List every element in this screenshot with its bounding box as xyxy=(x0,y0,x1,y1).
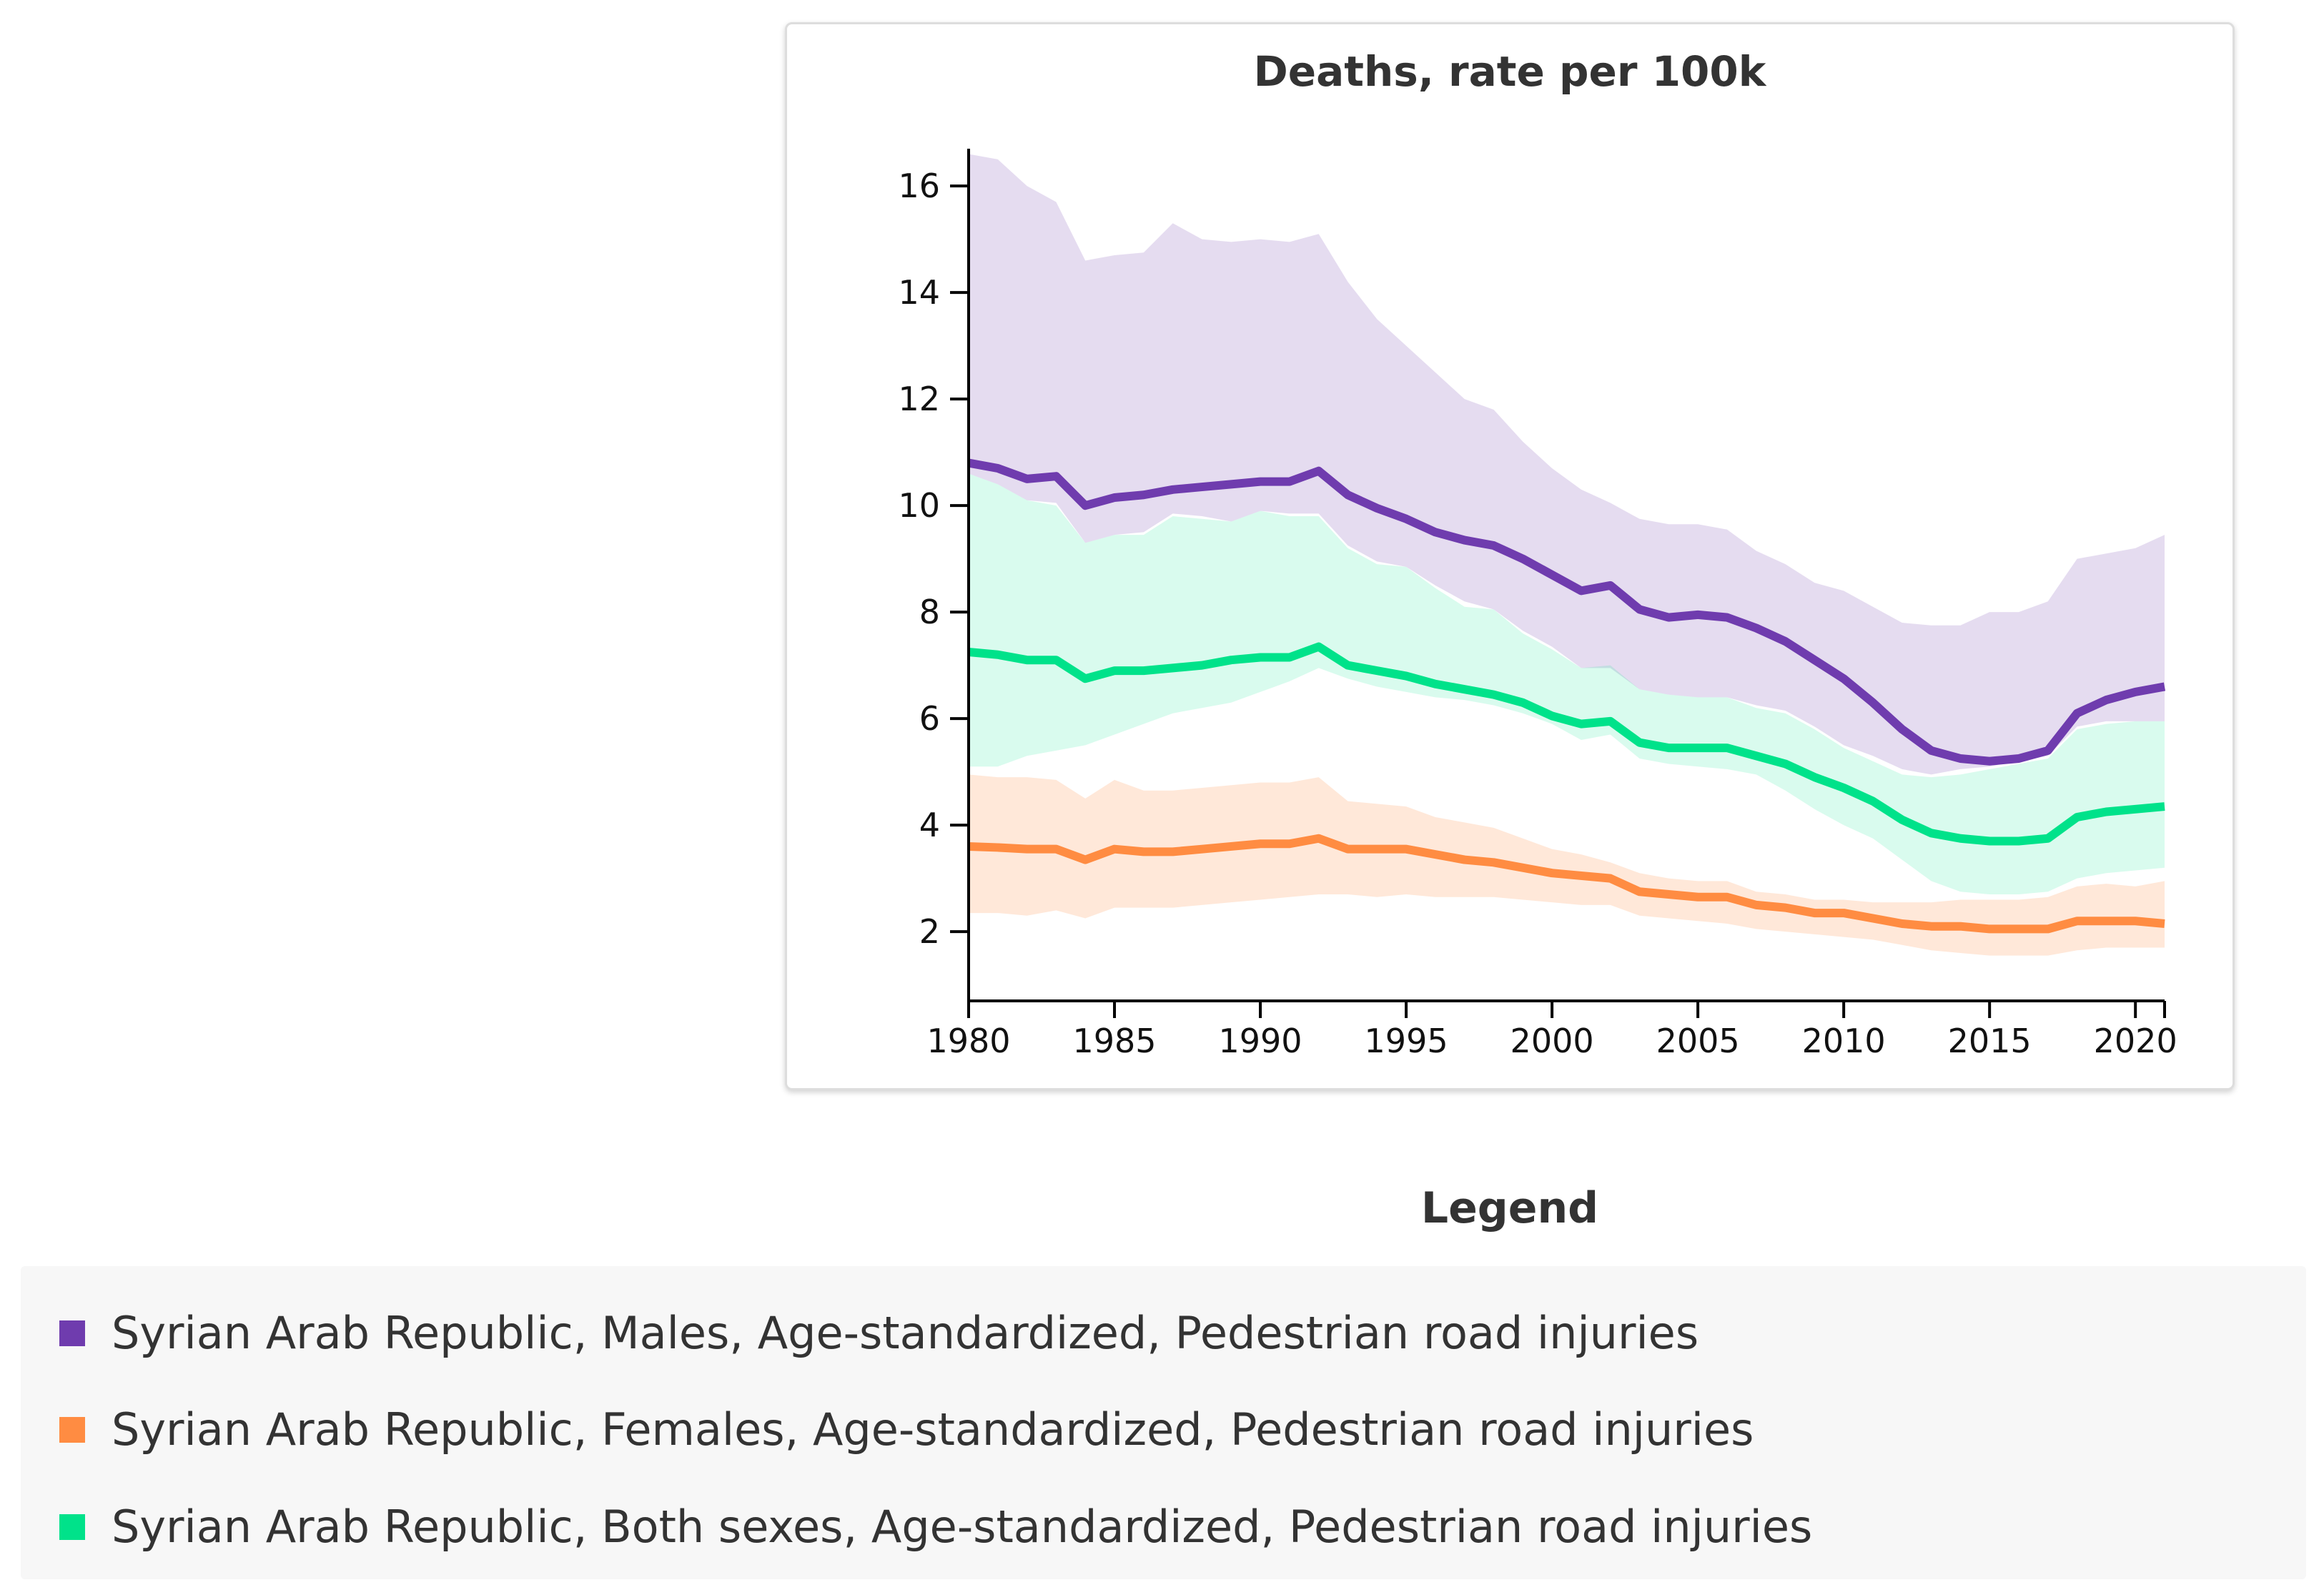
y-tick-label: 4 xyxy=(919,806,940,844)
y-tick-label: 16 xyxy=(898,167,940,205)
y-tick-label: 12 xyxy=(898,380,940,418)
legend-label: Syrian Arab Republic, Males, Age-standar… xyxy=(112,1307,1699,1359)
legend-swatch xyxy=(59,1416,85,1443)
legend-item-females[interactable]: Syrian Arab Republic, Females, Age-stand… xyxy=(59,1403,1754,1456)
x-tick-label: 2000 xyxy=(1510,1022,1594,1060)
series-line-2 xyxy=(968,642,2165,846)
legend-label: Syrian Arab Republic, Both sexes, Age-st… xyxy=(112,1501,1813,1553)
x-tick-label: 2010 xyxy=(1802,1022,1886,1060)
uncertainty-band-2 xyxy=(969,473,2165,894)
chart-title: Deaths, rate per 100k xyxy=(1253,47,1766,96)
x-tick-label: 1980 xyxy=(926,1022,1010,1060)
legend-swatch xyxy=(59,1513,85,1540)
y-tick-label: 8 xyxy=(919,593,940,631)
legend-title: Legend xyxy=(1420,1183,1599,1233)
x-tick-label: 2020 xyxy=(2094,1022,2177,1060)
y-tick-label: 2 xyxy=(919,912,940,951)
uncertainty-band-0 xyxy=(969,154,2165,775)
x-tick-label: 1985 xyxy=(1072,1022,1156,1060)
y-tick-label: 6 xyxy=(919,699,940,738)
y-tick-label: 10 xyxy=(898,486,940,525)
line-chart: 2 4 6 8 10 12 14 16 1980 1985 1990 1995 2000 2005 2010… xyxy=(898,149,2177,1060)
y-tick-label: 14 xyxy=(898,273,940,312)
legend-swatch xyxy=(59,1320,85,1346)
legend-item-both-sexes[interactable]: Syrian Arab Republic, Both sexes, Age-st… xyxy=(59,1501,1812,1553)
legend: Syrian Arab Republic, Males, Age-standar… xyxy=(21,1266,2306,1579)
uncertainty-band-1 xyxy=(969,774,2165,956)
x-tick-label: 2005 xyxy=(1656,1022,1740,1060)
series-line-1 xyxy=(968,834,2165,934)
x-tick-label: 1990 xyxy=(1219,1022,1302,1060)
legend-item-males[interactable]: Syrian Arab Republic, Males, Age-standar… xyxy=(59,1307,1699,1359)
legend-label: Syrian Arab Republic, Females, Age-stand… xyxy=(112,1403,1754,1456)
series-line-0 xyxy=(967,458,2166,766)
x-tick-label: 2015 xyxy=(1948,1022,2032,1060)
x-tick-label: 1995 xyxy=(1365,1022,1448,1060)
